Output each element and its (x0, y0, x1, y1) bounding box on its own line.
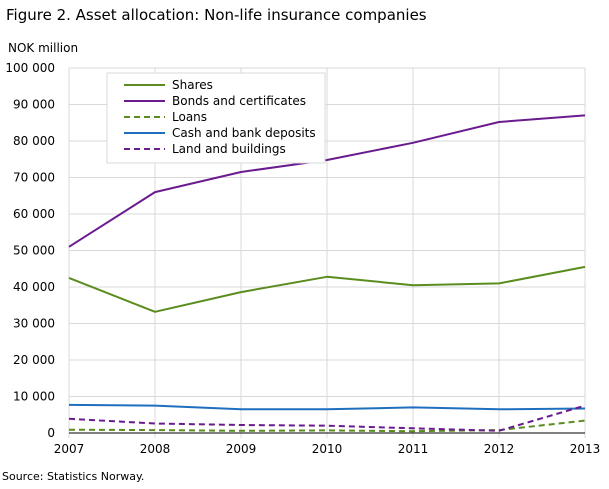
y-tick-label: 70 000 (13, 171, 55, 185)
x-tick-label: 2008 (140, 442, 171, 456)
y-tick-label: 40 000 (13, 280, 55, 294)
y-tick-label: 60 000 (13, 207, 55, 221)
y-tick-label: 10 000 (13, 390, 55, 404)
y-tick-label: 20 000 (13, 353, 55, 367)
y-tick-label: 30 000 (13, 317, 55, 331)
figure-title: Figure 2. Asset allocation: Non-life ins… (6, 6, 427, 24)
y-tick-label: 80 000 (13, 134, 55, 148)
source-note: Source: Statistics Norway. (2, 470, 145, 483)
series-line-shares (68, 265, 586, 313)
series-line-bonds-and-certificates (68, 114, 586, 248)
x-tick-label: 2013 (570, 442, 601, 456)
y-tick-label: 90 000 (13, 98, 55, 112)
x-tick-label: 2009 (226, 442, 257, 456)
y-axis-label: NOK million (8, 41, 78, 55)
y-tick-label: 100 000 (5, 61, 55, 75)
series-line-cash-and-bank-deposits (68, 403, 586, 411)
y-tick-label: 50 000 (13, 244, 55, 258)
x-tick-label: 2007 (54, 442, 85, 456)
legend-label-cash-and-bank-deposits: Cash and bank deposits (172, 126, 316, 140)
x-tick-label: 2011 (398, 442, 429, 456)
legend-label-loans: Loans (172, 110, 207, 124)
x-tick-label: 2010 (312, 442, 343, 456)
x-tick-labels: 2007 2008 2009 2010 2011 2012 2013 (54, 442, 601, 456)
legend: Shares Bonds and certificates Loans Cash an… (106, 72, 326, 164)
legend-box (106, 72, 326, 164)
legend-label-land-and-buildings: Land and buildings (172, 142, 286, 156)
legend-label-bonds-and-certificates: Bonds and certificates (172, 94, 306, 108)
data-series (68, 114, 586, 433)
series-line-land-and-buildings (68, 404, 586, 432)
legend-label-shares: Shares (172, 78, 213, 92)
y-tick-label: 0 (47, 426, 55, 440)
x-tick-label: 2012 (484, 442, 515, 456)
y-tick-labels: 0 10 000 20 000 30 000 40 000 50 000 60 000 70 … (5, 61, 55, 440)
